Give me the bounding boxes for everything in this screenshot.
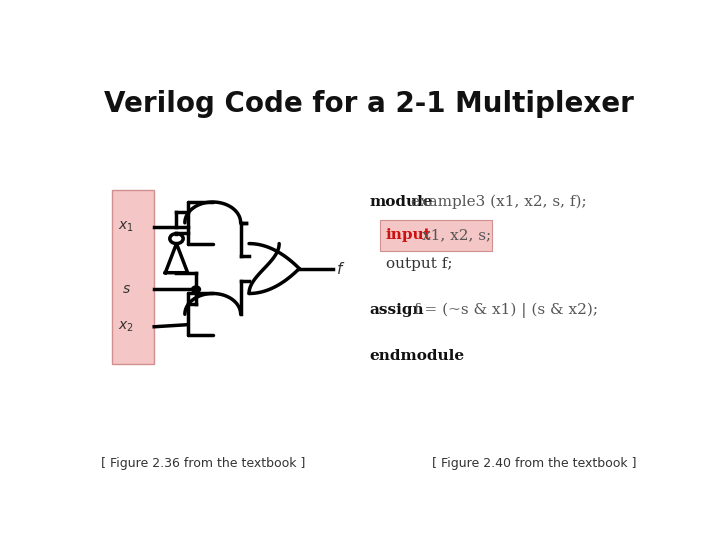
Text: $x_1$: $x_1$ xyxy=(118,220,134,234)
Text: endmodule: endmodule xyxy=(369,349,464,363)
Text: $f$: $f$ xyxy=(336,260,345,276)
Text: Verilog Code for a 2-1 Multiplexer: Verilog Code for a 2-1 Multiplexer xyxy=(104,90,634,118)
Text: assign: assign xyxy=(369,303,423,317)
Circle shape xyxy=(192,286,200,293)
Text: x1, x2, s;: x1, x2, s; xyxy=(422,228,491,242)
Text: module: module xyxy=(369,195,433,209)
Text: [ Figure 2.40 from the textbook ]: [ Figure 2.40 from the textbook ] xyxy=(432,457,637,470)
Text: input: input xyxy=(386,228,431,242)
Text: $s$: $s$ xyxy=(122,282,131,296)
FancyBboxPatch shape xyxy=(380,220,492,251)
Text: f = (~s & x1) | (s & x2);: f = (~s & x1) | (s & x2); xyxy=(413,302,598,318)
Text: [ Figure 2.36 from the textbook ]: [ Figure 2.36 from the textbook ] xyxy=(101,457,305,470)
FancyBboxPatch shape xyxy=(112,190,154,364)
Text: example3 (x1, x2, s, f);: example3 (x1, x2, s, f); xyxy=(411,195,587,209)
Text: $x_2$: $x_2$ xyxy=(118,320,134,334)
Text: output f;: output f; xyxy=(386,258,452,272)
